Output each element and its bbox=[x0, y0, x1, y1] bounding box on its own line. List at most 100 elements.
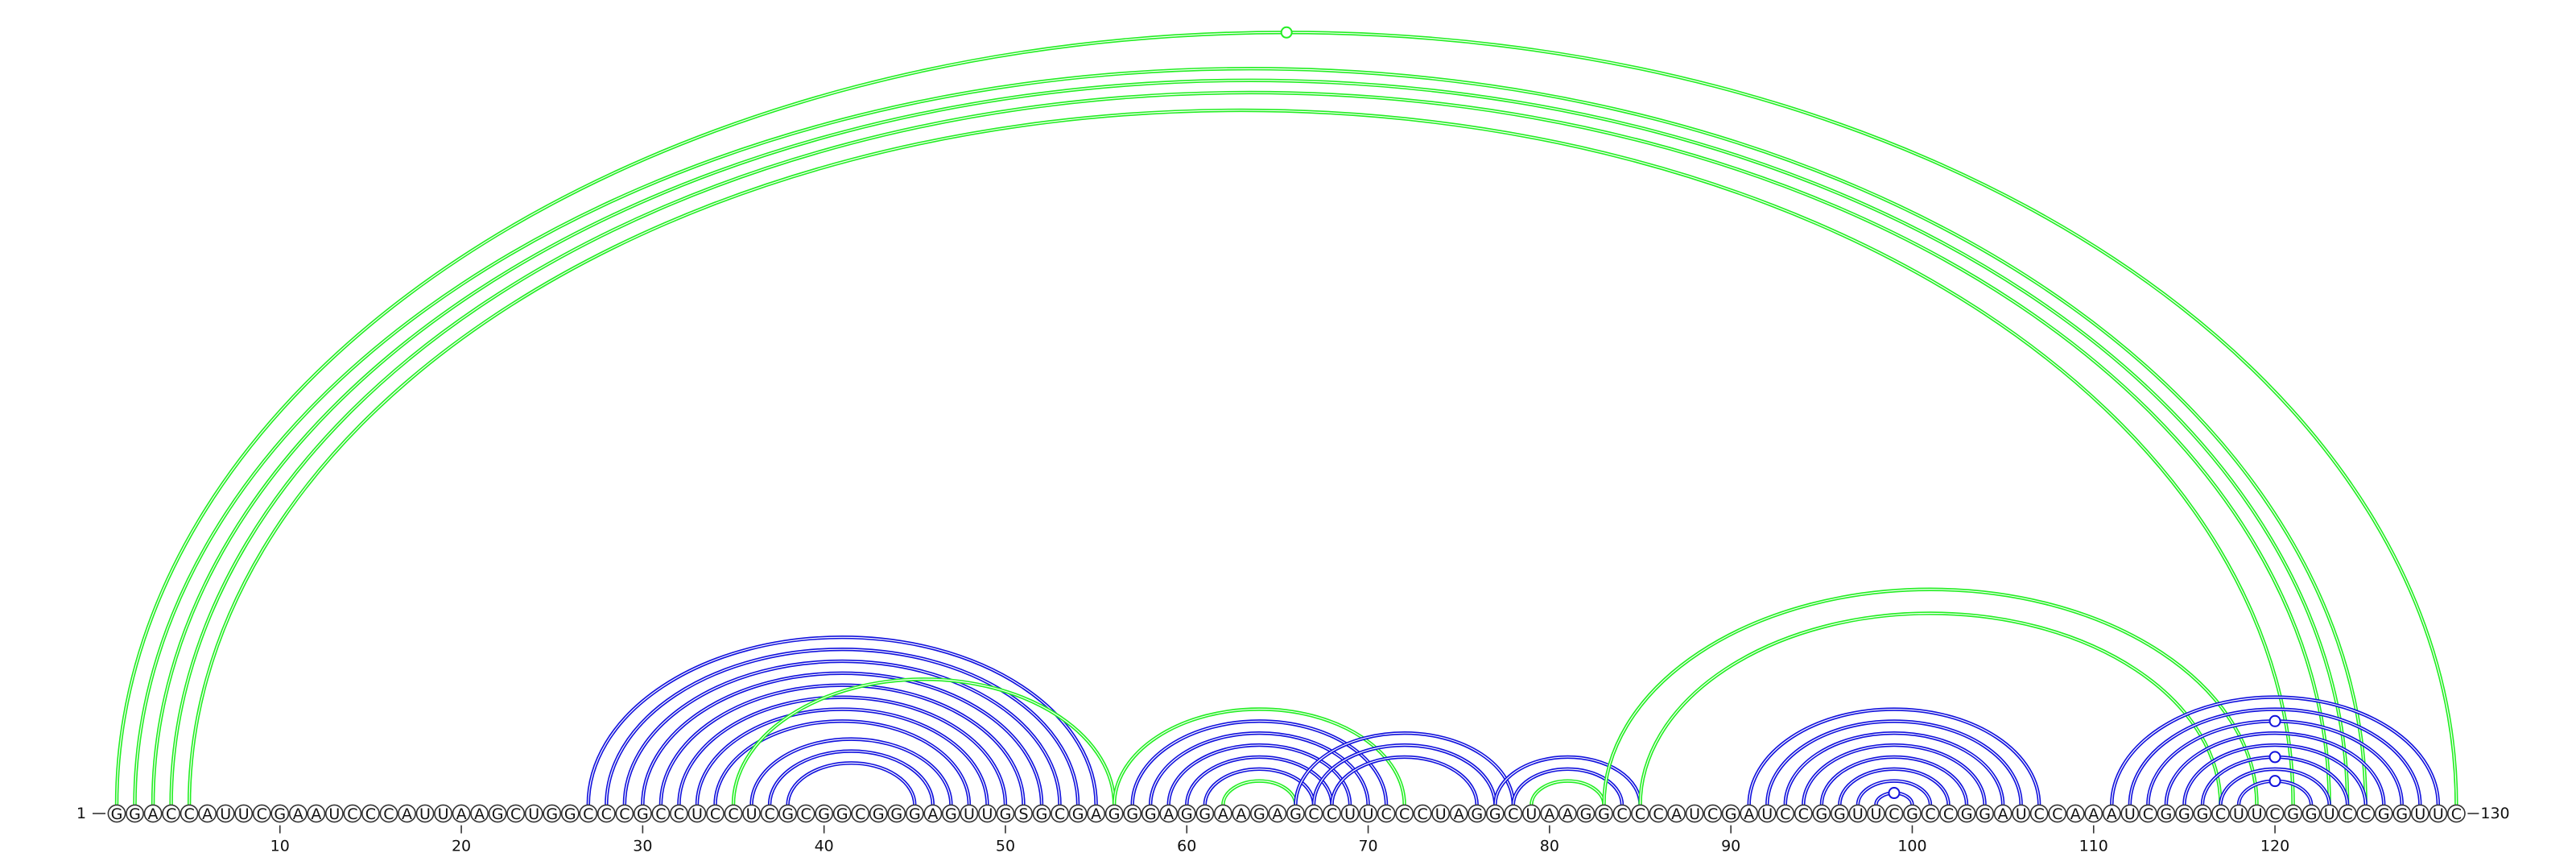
nucleotide-letter: G bbox=[1253, 805, 1265, 823]
nucleotide-letter: G bbox=[1072, 805, 1084, 823]
nucleotide: A bbox=[1449, 804, 1468, 823]
nucleotide-circle bbox=[234, 804, 254, 823]
nucleotide: U bbox=[2120, 804, 2140, 823]
nucleotide-letter: C bbox=[1418, 805, 1428, 823]
nucleotide-letter: G bbox=[1725, 805, 1737, 823]
nucleotide-circle bbox=[180, 804, 199, 823]
nucleotide-letter: G bbox=[492, 805, 504, 823]
sequence-end-label: 130 bbox=[2480, 805, 2509, 822]
base-pair-arc bbox=[151, 78, 2350, 805]
nucleotide: C bbox=[1921, 804, 1940, 823]
nucleotide-circle bbox=[2157, 804, 2176, 823]
nucleotide-circle bbox=[1703, 804, 1723, 823]
nucleotide-circle bbox=[434, 804, 452, 823]
nucleotide: G bbox=[1068, 804, 1088, 823]
nucleotide-circle bbox=[1612, 804, 1632, 823]
nucleotide-circle bbox=[760, 804, 779, 823]
base-pair-arc bbox=[767, 749, 935, 805]
nucleotide-letter: G bbox=[945, 805, 957, 823]
nucleotide-letter: C bbox=[728, 805, 738, 823]
nucleotide-letter: A bbox=[402, 805, 412, 823]
nucleotide-circle bbox=[216, 804, 235, 823]
nucleotide-letter: A bbox=[1671, 805, 1682, 823]
nucleotide: C bbox=[2048, 804, 2067, 823]
nucleotide: G bbox=[905, 804, 924, 823]
nucleotide-letter: C bbox=[383, 805, 394, 823]
nucleotide-circle bbox=[398, 804, 416, 823]
nucleotide-circle bbox=[996, 804, 1015, 823]
nucleotide-circle bbox=[1631, 804, 1649, 823]
arc-apex-marker bbox=[2268, 775, 2281, 788]
nucleotide: C bbox=[579, 804, 598, 823]
nucleotide-letter: U bbox=[2414, 805, 2425, 823]
nucleotide-letter: U bbox=[2016, 805, 2027, 823]
nucleotide-letter: A bbox=[474, 805, 485, 823]
nucleotide-circle bbox=[1595, 804, 1613, 823]
nucleotide-letter: G bbox=[1598, 805, 1610, 823]
nucleotide: C bbox=[1794, 804, 1813, 823]
nucleotide: C bbox=[1504, 804, 1523, 823]
nucleotide-letter: G bbox=[1580, 805, 1592, 823]
nucleotide: U bbox=[2248, 804, 2266, 823]
nucleotide-letter: G bbox=[1126, 805, 1138, 823]
nucleotide: C bbox=[706, 804, 724, 823]
nucleotide: U bbox=[324, 804, 344, 823]
nucleotide-circle bbox=[2265, 804, 2285, 823]
nucleotide: U bbox=[742, 804, 761, 823]
nucleotide-letter: G bbox=[1906, 805, 1918, 823]
nucleotide-circle bbox=[1286, 804, 1305, 823]
sequence-start-label: 1 bbox=[76, 805, 86, 822]
nucleotide-circle bbox=[2338, 804, 2357, 823]
nucleotide-letter: A bbox=[293, 805, 303, 823]
nucleotide-letter: G bbox=[836, 805, 848, 823]
nucleotide-letter: A bbox=[1563, 805, 1573, 823]
nucleotide: U bbox=[2410, 804, 2429, 823]
base-pair-arc bbox=[1149, 731, 1370, 805]
nucleotide-letter: U bbox=[1344, 805, 1356, 823]
nucleotide-circle bbox=[2193, 804, 2212, 823]
nucleotide: A bbox=[470, 804, 489, 823]
nucleotide: G bbox=[2193, 804, 2212, 823]
nucleotide-circle bbox=[1830, 804, 1849, 823]
nucleotide-circle bbox=[887, 804, 906, 823]
nucleotide: C bbox=[597, 804, 616, 823]
nucleotide-letter: U bbox=[1761, 805, 1773, 823]
tick-label: 10 bbox=[270, 838, 290, 855]
nucleotide-circle bbox=[1232, 804, 1251, 823]
nucleotide-circle bbox=[869, 804, 888, 823]
base-pair-arc bbox=[2236, 775, 2314, 805]
base-pair-arc bbox=[641, 671, 1044, 805]
nucleotide-letter: C bbox=[2343, 805, 2353, 823]
nucleotide: G bbox=[1032, 804, 1051, 823]
nucleotide-letter: C bbox=[184, 805, 194, 823]
base-pair-arc bbox=[658, 683, 1026, 805]
nucleotide: G bbox=[1721, 804, 1740, 823]
nucleotide: A bbox=[1232, 804, 1251, 823]
nucleotide: U bbox=[687, 804, 707, 823]
base-pair-arc bbox=[2146, 714, 2404, 805]
base-pair-arc bbox=[1330, 755, 1479, 805]
nucleotide-circle bbox=[1449, 804, 1468, 823]
nucleotide: U bbox=[2429, 804, 2448, 823]
nucleotide-letter: C bbox=[510, 805, 521, 823]
nucleotide-letter: U bbox=[2233, 805, 2244, 823]
nucleotide-letter: G bbox=[1834, 805, 1846, 823]
nucleotide: A bbox=[2084, 804, 2103, 823]
nucleotide: A bbox=[1159, 804, 1179, 823]
nucleotide-letter: C bbox=[2451, 805, 2462, 823]
nucleotide-letter: U bbox=[528, 805, 539, 823]
tick-label: 30 bbox=[633, 838, 652, 855]
nucleotide: C bbox=[252, 804, 271, 823]
nucleotide-letter: U bbox=[691, 805, 703, 823]
nucleotide-letter: G bbox=[909, 805, 921, 823]
base-pair-arc bbox=[2182, 743, 2368, 805]
nucleotide-letter: C bbox=[1308, 805, 1319, 823]
nucleotide: G bbox=[778, 804, 798, 823]
nucleotide: U bbox=[2012, 804, 2031, 823]
nucleotide-letter: G bbox=[873, 805, 885, 823]
nucleotide-circle bbox=[524, 804, 543, 823]
nucleotide: C bbox=[180, 804, 199, 823]
nucleotide-circle bbox=[2120, 804, 2140, 823]
nucleotide: G bbox=[2157, 804, 2176, 823]
